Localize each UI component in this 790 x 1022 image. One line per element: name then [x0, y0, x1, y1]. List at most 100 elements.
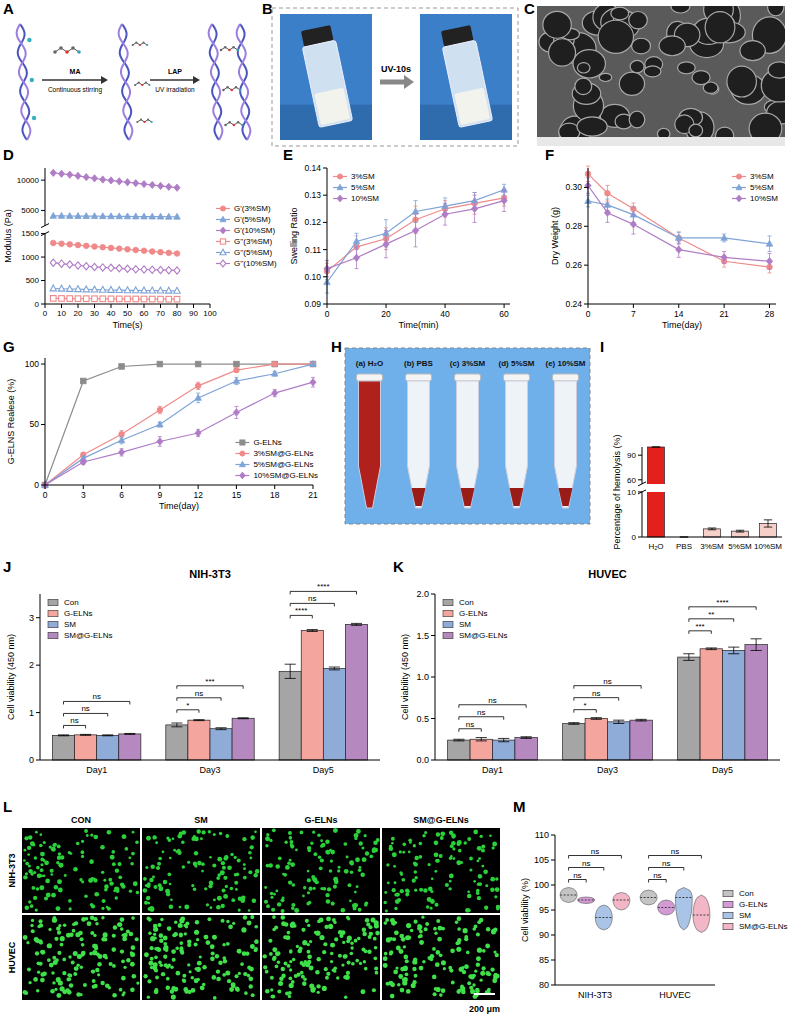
marker [442, 211, 448, 218]
cell-dot [193, 888, 196, 891]
cell-dot [481, 848, 485, 852]
cell-dot [133, 881, 138, 886]
cell-dot [406, 989, 411, 994]
cell-dot [223, 959, 227, 963]
significance-bracket [459, 717, 504, 720]
tick-mark [193, 304, 194, 308]
cell-dot [199, 955, 202, 958]
tick-mark [45, 485, 46, 489]
tick-label: 1.5 [416, 631, 429, 641]
cell-dot [358, 868, 362, 872]
cell-dot [120, 949, 124, 953]
cell-dot [51, 971, 54, 974]
cell-dot [271, 908, 275, 912]
cell-dot [173, 849, 176, 852]
marker [166, 287, 172, 293]
schematic-text: MA [70, 68, 81, 75]
cell-dot [405, 893, 409, 897]
marker [166, 267, 172, 274]
cell-dot [356, 829, 361, 834]
cell-dot [40, 863, 43, 866]
tick-mark [504, 304, 505, 308]
cell-dot [235, 987, 240, 992]
legend-label: Con [739, 889, 754, 898]
bar [515, 738, 537, 760]
violin-median [675, 897, 692, 898]
marker [141, 296, 147, 302]
tube-pellet [559, 488, 573, 506]
cell-dot [419, 934, 423, 938]
significance-label: ns [591, 847, 599, 856]
cell-dot [395, 967, 398, 970]
tube-cap [357, 374, 383, 381]
cell-dot [374, 967, 378, 971]
sem-pore [740, 41, 765, 61]
cell-dot [407, 935, 411, 939]
tick-label: 60 [140, 309, 149, 318]
sem-pore [549, 39, 576, 66]
marker [116, 178, 122, 185]
tick-mark [551, 835, 555, 836]
cell-dot [145, 884, 148, 887]
cell-dot [121, 976, 126, 981]
marker [149, 181, 155, 188]
cell-dot [197, 861, 202, 866]
axis-break [41, 232, 49, 236]
marker [133, 180, 139, 187]
cell-dot [313, 887, 316, 890]
cell-dot [108, 986, 111, 989]
cell-dot [231, 898, 235, 902]
cell-dot [270, 988, 273, 991]
cell-dot [355, 857, 360, 862]
cell-dot [120, 927, 124, 931]
cell-dot [66, 977, 70, 981]
cell-dot [362, 928, 366, 932]
tick-mark [41, 364, 45, 365]
sem-pore [577, 117, 607, 136]
cell-dot [221, 861, 225, 865]
cell-dot [206, 940, 211, 945]
cell-dot [24, 849, 27, 852]
cell-dot [234, 881, 238, 885]
tick-label: 0.5 [416, 714, 429, 724]
cell-dot [477, 846, 482, 851]
cell-dot [225, 834, 229, 838]
cell-dot [64, 874, 67, 877]
cell-dot [34, 856, 37, 859]
bar [75, 735, 97, 760]
cell-dot [130, 962, 135, 967]
cell-dot [457, 938, 461, 942]
bar [563, 723, 585, 760]
error-bar [171, 723, 182, 727]
significance-bracket [689, 619, 734, 622]
marker [108, 177, 114, 184]
tick-mark [431, 677, 435, 678]
marker [59, 241, 65, 247]
legend-label: 3%SM [750, 172, 774, 181]
cell-dot [437, 937, 442, 942]
cell-dot [323, 942, 327, 946]
cell-dot [436, 832, 440, 836]
significance-label: ns [70, 716, 78, 725]
violin-median [560, 895, 577, 896]
axis-break [638, 482, 646, 486]
atom [143, 121, 145, 123]
cell-dot [325, 893, 329, 897]
marker [91, 213, 97, 219]
cell-dot [270, 892, 274, 896]
marker [108, 287, 114, 293]
cell-dot [493, 975, 498, 980]
cell-dot [424, 831, 427, 834]
legend: 3%SM5%SM10%SM [732, 172, 778, 203]
tick-label: 40 [107, 309, 116, 318]
tick-mark [160, 304, 161, 308]
cell-dot [309, 940, 312, 943]
axis-line [642, 537, 782, 538]
legend-swatch [443, 621, 453, 627]
cell-dot [457, 948, 461, 952]
tick-mark [121, 485, 122, 489]
cell-dot [58, 852, 62, 856]
cell-dot [97, 973, 100, 976]
marker [67, 296, 73, 302]
cell-dot [476, 891, 480, 895]
